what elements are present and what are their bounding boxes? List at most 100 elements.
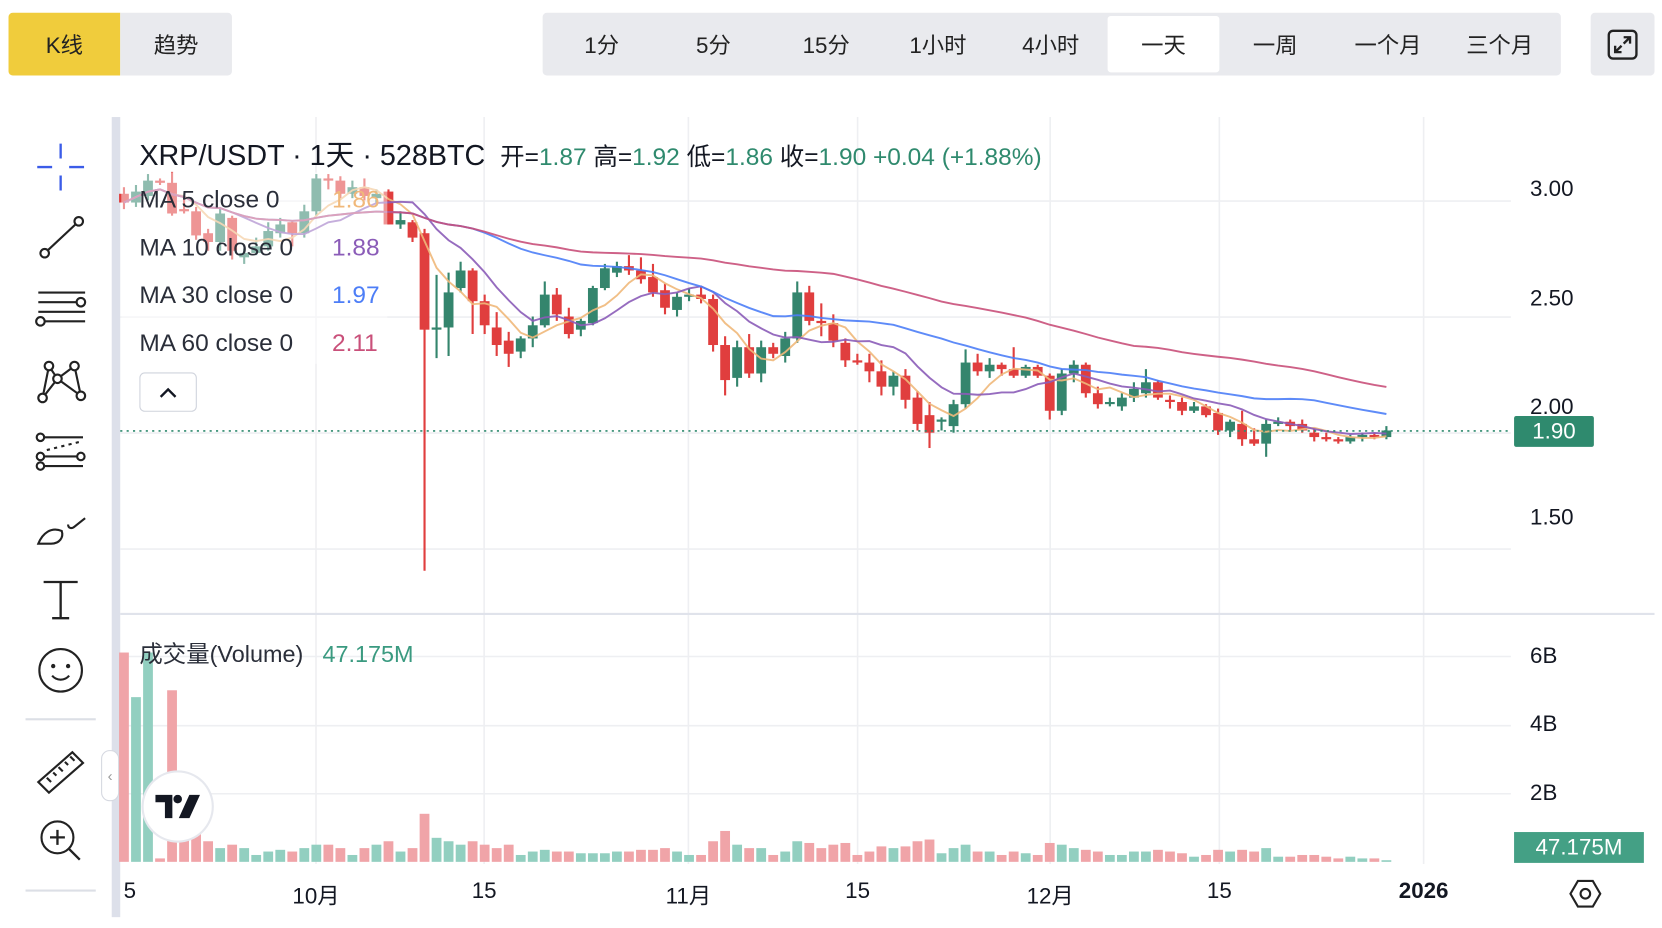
volume-bar bbox=[503, 844, 514, 862]
candle-body bbox=[1321, 437, 1332, 440]
candle-body bbox=[335, 180, 346, 194]
candle bbox=[924, 402, 935, 449]
legend-backdrop bbox=[121, 172, 388, 364]
candle-body bbox=[684, 294, 694, 297]
interval-1mo[interactable]: 一个月 bbox=[1354, 33, 1422, 58]
interval-15m[interactable]: 15分 bbox=[802, 33, 850, 58]
candle-body bbox=[467, 270, 478, 302]
candle-body bbox=[732, 347, 743, 378]
interval-5m[interactable]: 5分 bbox=[696, 33, 731, 58]
volume-bar bbox=[876, 846, 887, 862]
fib-icon bbox=[35, 432, 86, 471]
volume-bar bbox=[1044, 842, 1055, 862]
candle bbox=[984, 358, 995, 378]
volume-bar bbox=[1092, 851, 1103, 862]
volume-bar bbox=[1309, 854, 1320, 862]
candle-body bbox=[491, 327, 502, 346]
interval-1w[interactable]: 一周 bbox=[1252, 33, 1298, 58]
candle-body bbox=[648, 277, 658, 293]
volume-bar bbox=[1261, 848, 1272, 862]
volume-bar bbox=[395, 851, 406, 862]
legend-ma60[interactable]: MA 60 close 0 2.11 bbox=[139, 329, 377, 358]
candle bbox=[1141, 369, 1151, 398]
time-tick: 11月 bbox=[665, 884, 712, 909]
candle bbox=[395, 211, 406, 229]
candle bbox=[479, 294, 490, 335]
candle-body bbox=[1104, 402, 1115, 405]
collapse-toolbar-button[interactable]: ‹ bbox=[101, 750, 120, 802]
fib-tool[interactable] bbox=[32, 428, 89, 481]
candle-body bbox=[1357, 434, 1368, 438]
chevron-left-icon: ‹ bbox=[107, 767, 113, 785]
volume-bar bbox=[455, 844, 466, 862]
brush-tool[interactable] bbox=[32, 500, 89, 553]
text-tool[interactable] bbox=[32, 572, 89, 625]
candle bbox=[143, 174, 153, 201]
current-volume-label: 47.175M bbox=[1514, 832, 1644, 863]
price-tick: 3.00 bbox=[1530, 176, 1574, 202]
emoji-tool[interactable] bbox=[32, 644, 89, 697]
legend-ma5[interactable]: MA 5 close 0 1.86 bbox=[139, 185, 379, 214]
volume-bar bbox=[1129, 851, 1139, 862]
trend-line-tool[interactable] bbox=[32, 211, 89, 264]
candle-body bbox=[191, 211, 201, 236]
candle-body bbox=[1333, 439, 1344, 442]
candle bbox=[215, 206, 226, 251]
candle-body bbox=[119, 193, 129, 203]
interval-1m[interactable]: 1分 bbox=[584, 33, 620, 58]
moving-average-lines bbox=[123, 186, 1387, 439]
interval-3mo[interactable]: 三个月 bbox=[1466, 33, 1534, 58]
legend-ma30[interactable]: MA 30 close 0 1.97 bbox=[139, 281, 379, 310]
candle bbox=[1333, 437, 1344, 444]
candle-body bbox=[1345, 437, 1356, 442]
legend-value: 1.86 bbox=[331, 185, 380, 213]
volume-legend[interactable]: 成交量(Volume) 47.175M bbox=[139, 635, 413, 669]
chevron-up-icon bbox=[159, 387, 177, 398]
candle bbox=[840, 338, 851, 367]
candle-body bbox=[287, 222, 298, 234]
candle-body bbox=[780, 338, 791, 356]
ruler-tool[interactable] bbox=[32, 743, 89, 796]
candle-body bbox=[1369, 434, 1380, 438]
candle bbox=[155, 178, 165, 186]
tradingview-logo[interactable] bbox=[143, 772, 212, 841]
candle bbox=[419, 228, 430, 571]
time-tick: 15 bbox=[845, 878, 871, 904]
volume-bar bbox=[1068, 848, 1079, 862]
pane-separator[interactable] bbox=[120, 612, 1655, 615]
volume-bar bbox=[1020, 853, 1031, 862]
pattern-tool[interactable] bbox=[32, 354, 89, 407]
volume-bar bbox=[239, 848, 250, 862]
volume-bar bbox=[443, 841, 454, 862]
emoji-icon bbox=[38, 647, 83, 693]
candle-body bbox=[888, 375, 899, 387]
interval-1d[interactable]: 一天 bbox=[1107, 15, 1220, 73]
volume-bar bbox=[491, 848, 502, 862]
legend-collapse-button[interactable] bbox=[139, 372, 197, 412]
candle bbox=[732, 340, 743, 387]
candle-body bbox=[1201, 406, 1211, 416]
fullscreen-button[interactable] bbox=[1590, 12, 1655, 76]
parallel-lines-icon bbox=[35, 291, 87, 327]
tab-trend[interactable]: 趋势 bbox=[120, 12, 232, 76]
parallel-lines-tool[interactable] bbox=[32, 283, 89, 336]
candle-body bbox=[1213, 412, 1223, 431]
zoom-tool[interactable] bbox=[32, 814, 89, 867]
interval-4h[interactable]: 4小时 bbox=[1022, 33, 1080, 58]
toolbar-splitter[interactable] bbox=[111, 117, 121, 918]
volume-bar bbox=[1032, 854, 1043, 862]
candle-body bbox=[912, 397, 923, 424]
candle-body bbox=[696, 294, 706, 299]
candle-body bbox=[828, 323, 839, 341]
volume-bar bbox=[648, 849, 658, 862]
volume-bar bbox=[924, 839, 935, 862]
candle bbox=[119, 187, 129, 210]
tab-kline[interactable]: K线 bbox=[8, 12, 121, 76]
chart-settings-button[interactable] bbox=[1568, 877, 1602, 916]
crosshair-tool[interactable] bbox=[32, 140, 89, 193]
legend-ma10[interactable]: MA 10 close 0 1.88 bbox=[139, 233, 379, 262]
interval-1h[interactable]: 1小时 bbox=[909, 33, 967, 58]
candle-body bbox=[167, 182, 177, 214]
candle-body bbox=[1153, 382, 1163, 398]
